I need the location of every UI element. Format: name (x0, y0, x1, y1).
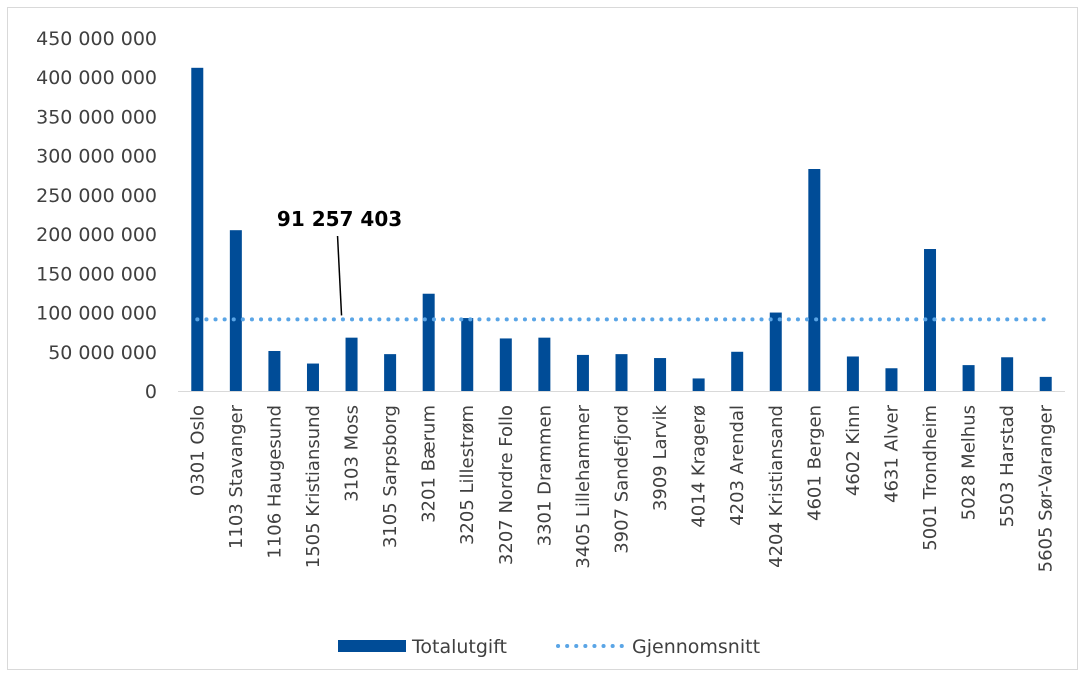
y-tick-label: 300 000 000 (36, 146, 157, 168)
bar (345, 337, 358, 391)
x-tick-label: 0301 Oslo (187, 405, 208, 496)
bar (769, 312, 782, 391)
bar (1039, 376, 1052, 391)
x-tick-label: 4601 Bergen (804, 405, 825, 521)
bar (538, 337, 551, 391)
x-tick-label: 3207 Nordre Follo (496, 405, 517, 565)
y-tick-label: 350 000 000 (36, 106, 157, 128)
bar (306, 363, 319, 391)
y-tick-label: 100 000 000 (36, 303, 157, 325)
x-tick-label: 5001 Trondheim (920, 405, 941, 551)
bars (191, 67, 1052, 391)
x-tick-label: 4203 Arendal (727, 405, 748, 526)
bar (615, 354, 628, 391)
y-axis: 0 50 000 000 100 000 000 150 000 000 200 000… (36, 28, 157, 403)
chart-border (7, 7, 1078, 670)
legend: Totalutgift Gjennomsnitt (338, 636, 760, 658)
x-tick-label: 5028 Melhus (959, 405, 980, 520)
annotation-leader-line (336, 235, 343, 316)
x-tick-label: 4631 Alver (881, 404, 902, 503)
bar (1001, 357, 1014, 391)
x-tick-label: 3301 Drammen (534, 405, 555, 546)
bar (384, 354, 397, 391)
legend-label-gjennomsnitt: Gjennomsnitt (632, 636, 760, 658)
bar (268, 350, 281, 391)
x-tick-label: 5605 Sør-Varanger (1036, 404, 1057, 572)
bar (885, 368, 898, 391)
x-tick-label: 4204 Kristiansand (766, 405, 787, 568)
annotation-label: 91 257 403 (277, 207, 402, 231)
x-tick-label: 3103 Moss (342, 405, 363, 502)
bar (924, 249, 937, 391)
x-tick-label: 3105 Sarpsborg (380, 405, 401, 548)
legend-label-totalutgift: Totalutgift (411, 636, 507, 658)
x-tick-label: 3909 Larvik (650, 404, 671, 511)
bar (808, 169, 821, 391)
x-tick-label: 1505 Kristiansund (303, 405, 324, 568)
bar (576, 354, 589, 391)
bar (422, 293, 435, 391)
x-tick-label: 1103 Stavanger (226, 404, 247, 549)
x-tick-label: 3201 Bærum (419, 405, 440, 523)
y-tick-label: 450 000 000 (36, 28, 157, 50)
x-tick-label: 5503 Harstad (997, 405, 1018, 527)
y-tick-label: 50 000 000 (48, 342, 157, 364)
bar (731, 351, 744, 391)
bar (846, 356, 859, 391)
bar (962, 365, 975, 391)
bar (499, 338, 512, 391)
x-tick-label: 1106 Haugesund (264, 405, 285, 559)
bar (654, 358, 667, 391)
y-tick-label: 250 000 000 (36, 185, 157, 207)
x-tick-label: 3405 Lillehammer (573, 404, 594, 568)
bar (229, 230, 242, 391)
y-tick-label: 400 000 000 (36, 67, 157, 89)
bar (461, 318, 474, 391)
y-tick-label: 0 (145, 381, 157, 403)
x-tick-label: 3907 Sandefjord (612, 405, 633, 554)
x-axis-labels: 0301 Oslo 1103 Stavanger 1106 Haugesund 150… (187, 404, 1056, 572)
legend-swatch-totalutgift (338, 640, 406, 652)
x-tick-label: 4014 Kragerø (689, 405, 710, 528)
y-tick-label: 200 000 000 (36, 224, 157, 246)
x-tick-label: 4602 Kinn (843, 405, 864, 496)
x-tick-label: 3205 Lillestrøm (457, 405, 478, 545)
bar (692, 378, 705, 391)
y-tick-label: 150 000 000 (36, 263, 157, 285)
bar (191, 67, 204, 391)
